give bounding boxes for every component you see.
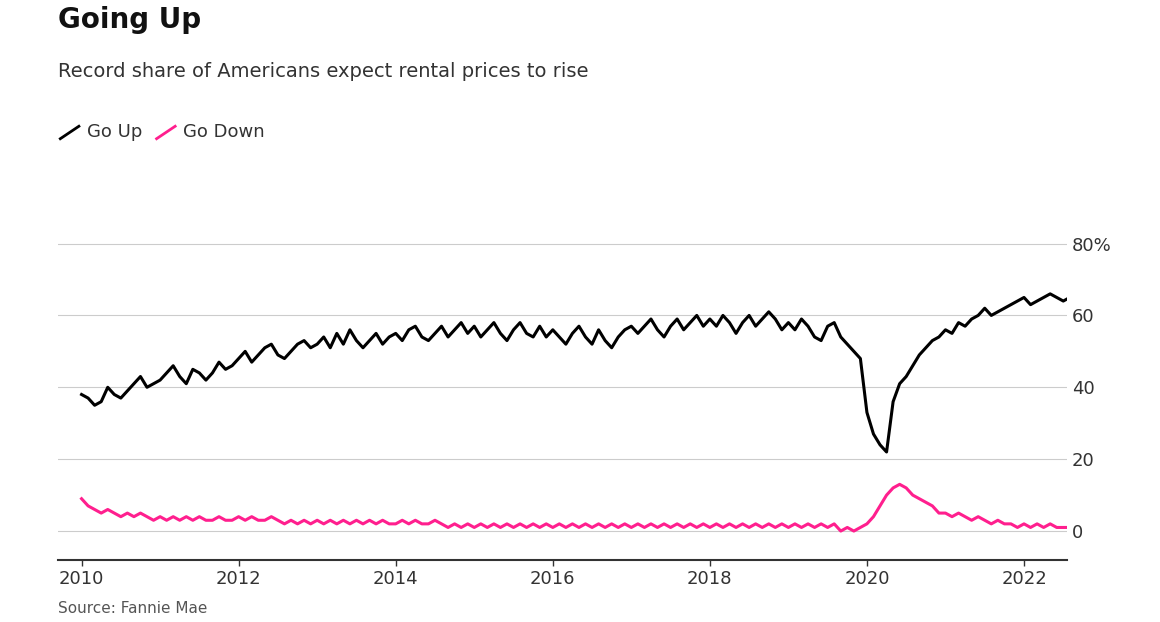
Text: Go Up: Go Up (87, 124, 143, 141)
Text: Record share of Americans expect rental prices to rise: Record share of Americans expect rental … (58, 62, 588, 81)
Text: Going Up: Going Up (58, 6, 201, 34)
Text: Source: Fannie Mae: Source: Fannie Mae (58, 601, 208, 616)
Text: Go Down: Go Down (183, 124, 264, 141)
